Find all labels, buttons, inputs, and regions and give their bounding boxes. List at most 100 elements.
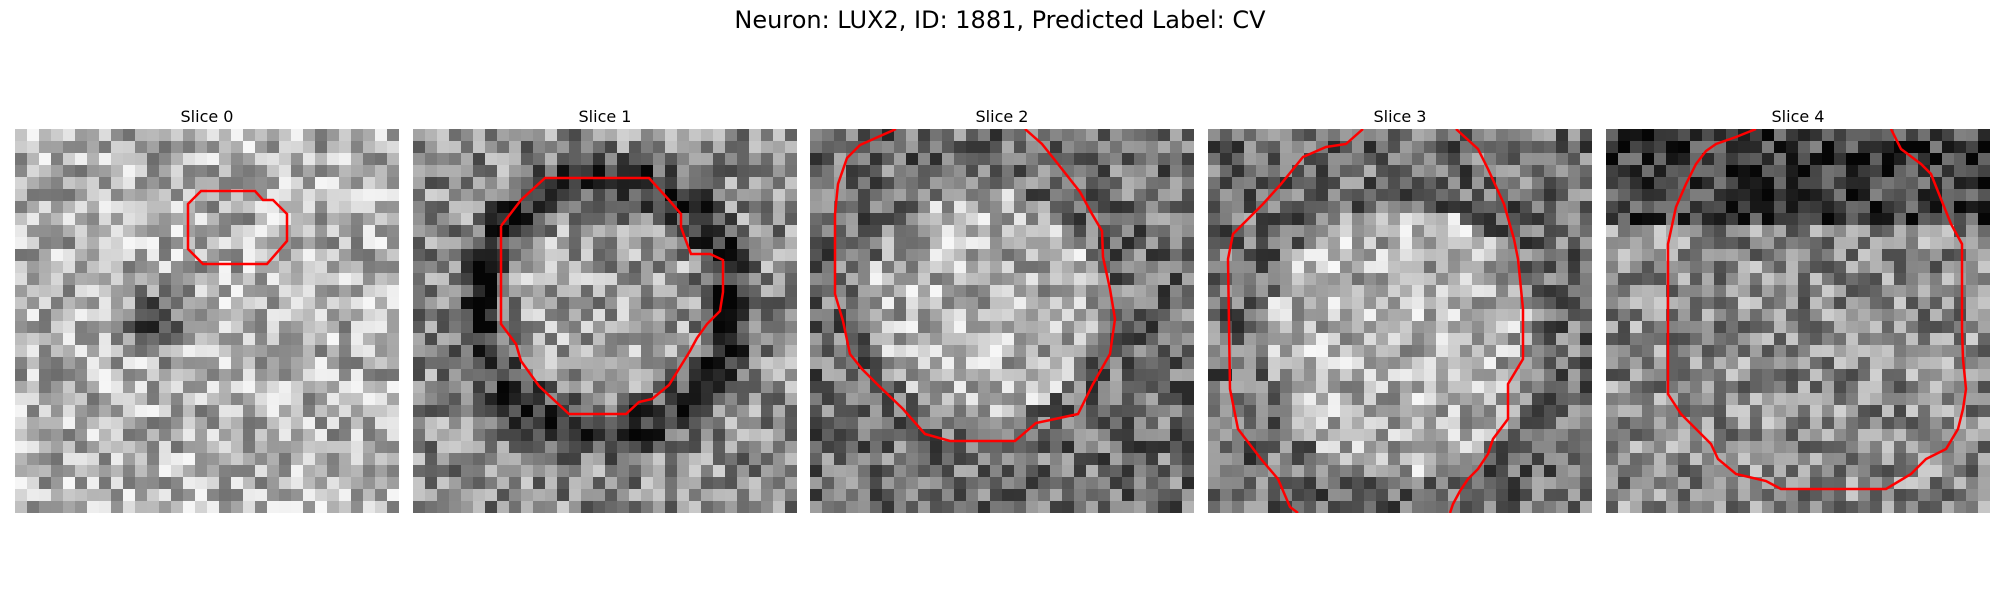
pixel	[497, 261, 510, 274]
pixel	[425, 321, 438, 334]
pixel	[99, 501, 112, 513]
pixel	[1762, 309, 1775, 322]
pixel	[1798, 225, 1811, 238]
pixel	[1484, 417, 1497, 430]
pixel	[279, 405, 292, 418]
pixel	[846, 225, 859, 238]
pixel	[533, 417, 546, 430]
pixel	[1146, 129, 1159, 142]
pixel	[629, 417, 642, 430]
pixel	[1532, 429, 1545, 442]
pixel	[195, 213, 208, 226]
pixel	[387, 381, 399, 394]
pixel	[1388, 273, 1401, 286]
pixel	[1930, 153, 1943, 166]
pixel	[1762, 249, 1775, 262]
pixel	[677, 393, 690, 406]
pixel	[761, 405, 774, 418]
pixel	[1774, 237, 1787, 250]
pixel	[1182, 297, 1194, 310]
pixel	[1786, 429, 1799, 442]
pixel	[243, 285, 256, 298]
pixel	[1086, 129, 1099, 142]
pixel	[1496, 297, 1509, 310]
pixel	[255, 165, 268, 178]
pixel	[111, 309, 124, 322]
pixel	[930, 489, 943, 502]
pixel	[810, 381, 823, 394]
pixel	[906, 345, 919, 358]
pixel	[1726, 453, 1739, 466]
pixel	[1678, 225, 1691, 238]
pixel	[1364, 345, 1377, 358]
pixel	[1966, 189, 1979, 202]
pixel	[183, 453, 196, 466]
pixel	[51, 273, 64, 286]
pixel	[497, 153, 510, 166]
pixel	[1762, 297, 1775, 310]
pixel	[930, 237, 943, 250]
pixel	[1002, 405, 1015, 418]
pixel	[1822, 417, 1835, 430]
pixel	[363, 141, 376, 154]
pixel	[533, 309, 546, 322]
pixel	[1750, 285, 1763, 298]
pixel	[1810, 381, 1823, 394]
pixel	[665, 153, 678, 166]
pixel	[1232, 453, 1245, 466]
pixel	[351, 165, 364, 178]
pixel	[123, 201, 136, 214]
pixel	[894, 189, 907, 202]
pixel	[822, 177, 835, 190]
pixel	[351, 189, 364, 202]
pixel	[894, 273, 907, 286]
pixel	[1954, 213, 1967, 226]
pixel	[1858, 393, 1871, 406]
pixel	[1810, 405, 1823, 418]
pixel	[1834, 213, 1847, 226]
pixel	[978, 417, 991, 430]
pixel	[183, 393, 196, 406]
pixel	[279, 381, 292, 394]
pixel	[1556, 297, 1569, 310]
pixel	[581, 477, 594, 490]
pixel	[1268, 153, 1281, 166]
pixel	[1340, 345, 1353, 358]
pixel	[351, 297, 364, 310]
pixel	[701, 441, 714, 454]
pixel	[677, 129, 690, 142]
pixel	[1424, 225, 1437, 238]
pixel	[27, 357, 40, 370]
pixel	[1448, 465, 1461, 478]
pixel	[1122, 345, 1135, 358]
pixel	[978, 465, 991, 478]
pixel	[1870, 369, 1883, 382]
pixel	[978, 153, 991, 166]
pixel	[1678, 261, 1691, 274]
pixel	[15, 261, 28, 274]
pixel	[1388, 441, 1401, 454]
pixel	[27, 321, 40, 334]
pixel	[1086, 273, 1099, 286]
pixel	[1062, 237, 1075, 250]
pixel	[1376, 429, 1389, 442]
pixel	[1858, 189, 1871, 202]
pixel	[834, 345, 847, 358]
pixel	[1086, 153, 1099, 166]
pixel	[1726, 369, 1739, 382]
pixel	[1400, 153, 1413, 166]
pixel	[1062, 453, 1075, 466]
pixel	[1520, 501, 1533, 513]
pixel	[147, 165, 160, 178]
pixel	[978, 321, 991, 334]
pixel	[1146, 501, 1159, 513]
pixel	[303, 237, 316, 250]
pixel	[882, 165, 895, 178]
pixel	[473, 489, 486, 502]
pixel	[315, 141, 328, 154]
pixel	[1942, 369, 1955, 382]
pixel	[1834, 417, 1847, 430]
pixel	[1544, 177, 1557, 190]
pixel	[1810, 321, 1823, 334]
pixel	[605, 129, 618, 142]
